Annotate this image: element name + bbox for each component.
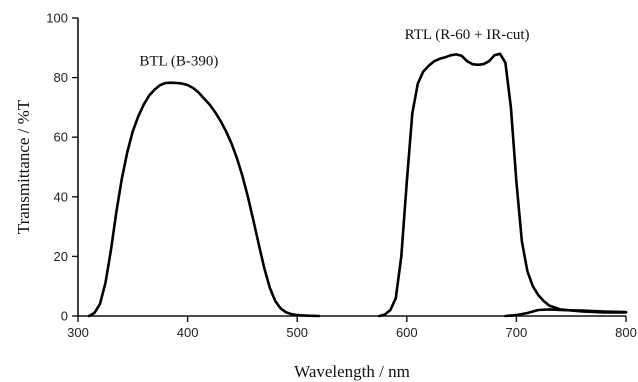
x-axis-title: Wavelength / nm <box>294 362 410 381</box>
y-tick-label: 20 <box>54 249 68 264</box>
curve-annotation: BTL (B-390) <box>139 54 218 70</box>
annotations: BTL (B-390) RTL (R-60 + IR-cut) <box>139 27 529 70</box>
y-tick-label: 60 <box>54 130 68 145</box>
y-tick-label: 40 <box>54 189 68 204</box>
ticks: 300 400 500 600 700 800 0 20 40 60 80 100 <box>46 11 637 341</box>
x-tick-label: 400 <box>177 325 199 340</box>
x-tick-label: 800 <box>615 325 637 340</box>
y-tick-label: 100 <box>46 11 68 26</box>
axes <box>77 18 626 317</box>
y-tick-label: 0 <box>61 309 68 324</box>
ir-leak-curve <box>504 308 628 318</box>
y-axis-title: Transmittance / %T <box>14 99 33 234</box>
series-group <box>87 52 628 318</box>
curve-annotation: RTL (R-60 + IR-cut) <box>405 27 530 43</box>
y-tick-label: 80 <box>54 70 68 85</box>
x-tick-label: 600 <box>396 325 418 340</box>
btl-curve <box>87 81 321 318</box>
x-tick-label: 500 <box>286 325 308 340</box>
x-tick-label: 300 <box>67 325 89 340</box>
x-tick-label: 700 <box>506 325 528 340</box>
rtl-curve <box>378 52 628 318</box>
